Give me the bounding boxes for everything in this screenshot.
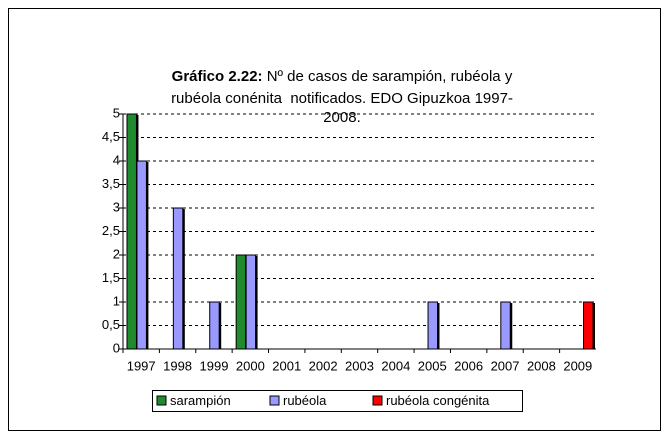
bar (500, 301, 511, 350)
bar (126, 113, 137, 350)
x-tick-label: 2007 (491, 358, 520, 373)
x-tick-label: 1999 (200, 358, 229, 373)
chart-frame (8, 8, 661, 431)
title-line: Nº de casos de sarampión, rubéola y (267, 68, 513, 85)
legend-label: rubéola congénita (386, 393, 490, 408)
chart-title: Gráfico 2.22: Nº de casos de sarampión, … (172, 68, 513, 85)
title-line: rubéola conénita notificados. EDO Gipuzk… (171, 90, 513, 107)
y-tick-label: 1 (113, 293, 120, 308)
y-tick-label: 3,5 (102, 176, 120, 191)
legend-label: rubéola (283, 393, 327, 408)
bar (427, 301, 438, 350)
y-tick-label: 3 (113, 199, 120, 214)
bar (583, 301, 594, 350)
y-tick-label: 5 (113, 105, 120, 120)
y-tick-label: 4 (113, 152, 120, 167)
x-tick-label: 2001 (272, 358, 301, 373)
x-tick-label: 2004 (381, 358, 410, 373)
title-label: Gráfico 2.22: (172, 68, 263, 85)
x-tick-label: 1997 (127, 358, 156, 373)
bar-shadow (255, 256, 258, 349)
x-tick-label: 2008 (527, 358, 556, 373)
x-tick-label: 2005 (418, 358, 447, 373)
bar (209, 301, 220, 350)
legend-swatch (372, 395, 383, 406)
y-tick-label: 0,5 (102, 317, 120, 332)
bar (136, 160, 147, 350)
x-tick-label: 2009 (563, 358, 592, 373)
bar-shadow (592, 303, 595, 349)
legend-box (152, 390, 523, 412)
x-tick-label: 2002 (309, 358, 338, 373)
bar (172, 207, 184, 350)
x-tick-label: 2006 (454, 358, 483, 373)
y-tick-label: 0 (113, 340, 120, 355)
y-tick-label: 1,5 (102, 270, 120, 285)
y-tick-label: 4,5 (102, 129, 120, 144)
bar (235, 254, 247, 350)
bar-shadow (182, 209, 185, 349)
y-tick-label: 2 (113, 246, 120, 261)
legend-label: sarampión (170, 393, 231, 408)
x-tick-label: 1998 (163, 358, 192, 373)
bar-shadow (437, 303, 440, 349)
bar-shadow (146, 162, 149, 349)
title-line: 2008. (323, 109, 361, 126)
legend-swatch (156, 395, 167, 406)
bar-shadow (510, 303, 513, 349)
x-tick-label: 2000 (236, 358, 265, 373)
bar-shadow (219, 303, 222, 349)
x-tick-label: 2003 (345, 358, 374, 373)
legend-swatch (269, 395, 280, 406)
y-tick-label: 2,5 (102, 223, 120, 238)
bar (245, 254, 257, 350)
